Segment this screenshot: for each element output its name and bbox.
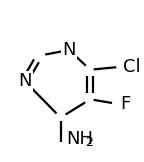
Text: Cl: Cl [123, 58, 140, 76]
Text: F: F [120, 95, 130, 113]
Text: NH: NH [66, 130, 93, 148]
Text: N: N [18, 72, 31, 90]
Text: N: N [62, 41, 76, 59]
Text: 2: 2 [85, 137, 93, 150]
